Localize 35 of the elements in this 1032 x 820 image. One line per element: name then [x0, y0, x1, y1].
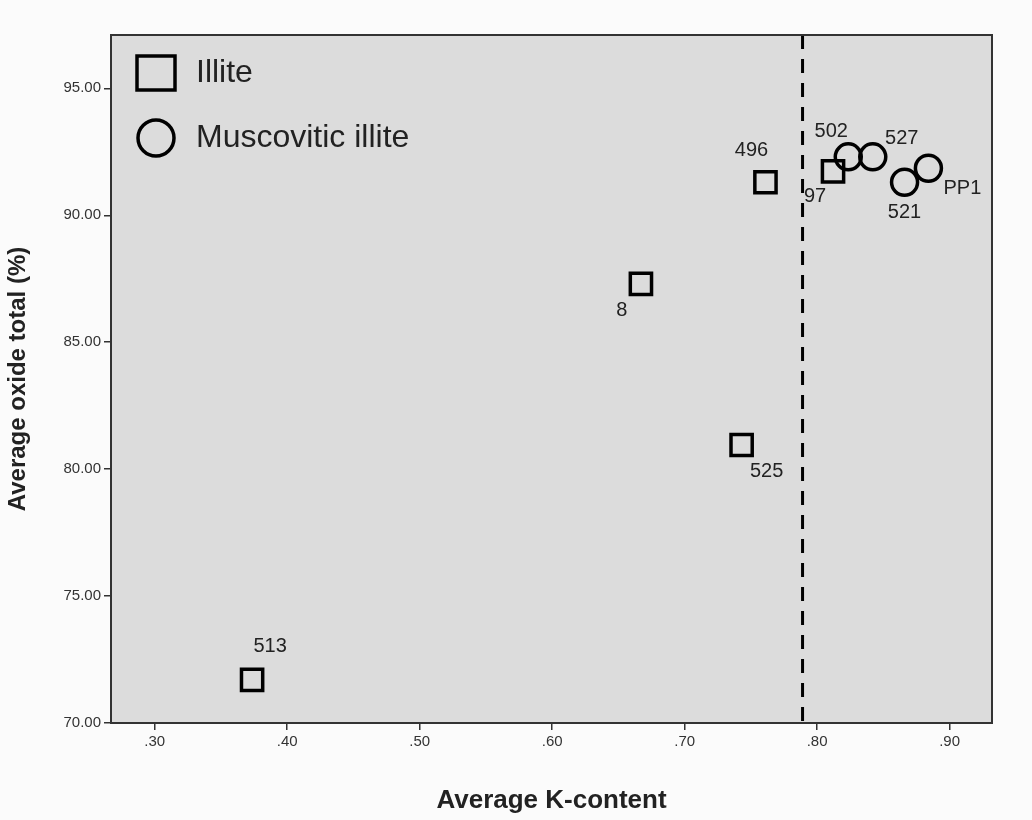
x-tick-label: .30: [144, 732, 166, 750]
point: [628, 271, 654, 297]
point: [239, 667, 265, 693]
x-tick-label: .60: [541, 732, 563, 750]
point: [889, 167, 920, 197]
x-tick-label: .50: [409, 732, 431, 750]
annotation: 525: [749, 458, 784, 481]
y-tick-label: 80.00: [63, 459, 101, 477]
annotation: 527: [885, 126, 919, 149]
point: [820, 158, 846, 184]
y-tick-label: 95.00: [63, 78, 101, 96]
point: [833, 142, 864, 172]
y-axis-title: Average oxide total (%): [3, 246, 31, 512]
x-tick-label: .40: [276, 732, 298, 750]
annotation: 513: [253, 634, 287, 657]
y-tick-label: 90.00: [63, 205, 101, 223]
annotation: 521: [887, 199, 922, 222]
legend-label: Muscovitic illite: [196, 117, 410, 154]
point: [753, 169, 778, 195]
annotation: 97: [803, 183, 827, 206]
y-tick-label: 70.00: [63, 713, 101, 731]
annotation: PP1: [943, 175, 982, 198]
point: [913, 153, 944, 184]
point: [858, 142, 888, 172]
x-tick-label: .90: [939, 732, 961, 750]
legend-label: Illite: [196, 52, 253, 89]
x-tick-label: .80: [806, 732, 828, 750]
annotation: 8: [616, 298, 628, 321]
annotation: 502: [814, 119, 848, 142]
x-axis-title: Average K-content: [436, 783, 667, 814]
annotation: 496: [734, 137, 769, 160]
y-tick-label: 75.00: [63, 586, 101, 604]
point: [729, 432, 754, 458]
y-tick-label: 85.00: [63, 332, 101, 350]
x-tick-label: .70: [674, 732, 696, 750]
